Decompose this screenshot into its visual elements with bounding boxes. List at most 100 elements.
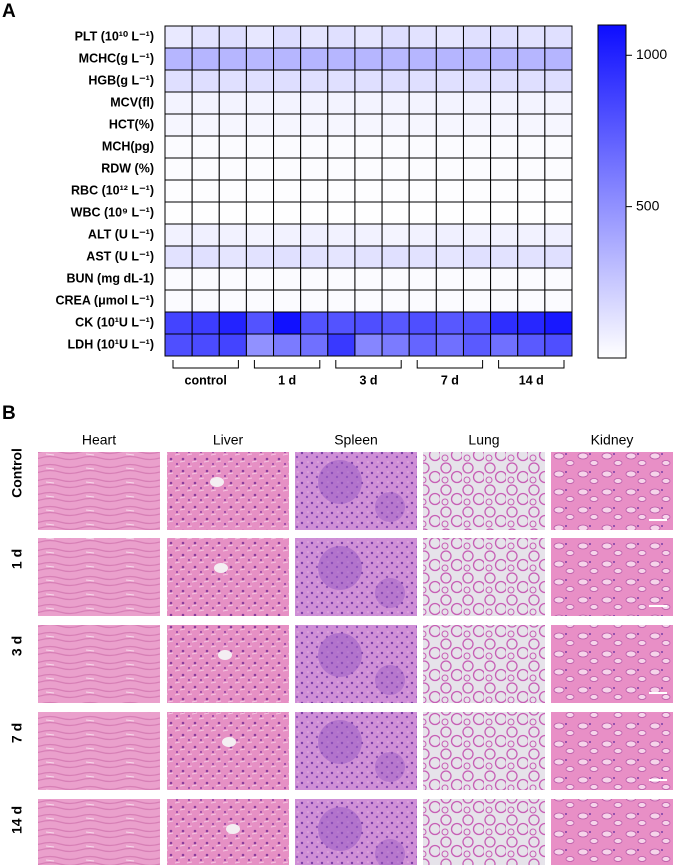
- heat-cell: [435, 267, 464, 291]
- heat-cell: [191, 179, 220, 203]
- heat-cell: [490, 201, 519, 225]
- heat-cell: [191, 69, 220, 93]
- heat-cell: [354, 267, 383, 291]
- heat-cell: [245, 157, 275, 181]
- row-header: 7 d: [9, 723, 25, 743]
- heat-cell: [245, 25, 275, 49]
- heat-cell: [381, 223, 410, 247]
- heat-cell: [191, 311, 220, 335]
- heat-cell: [327, 267, 356, 291]
- heat-cell: [408, 25, 437, 49]
- heat-cell: [381, 179, 410, 203]
- heat-cell: [354, 311, 383, 335]
- micrograph-tissue: [551, 452, 673, 530]
- heat-cell: [191, 245, 220, 269]
- heat-cell: [408, 223, 437, 247]
- heat-cell: [490, 179, 519, 203]
- heat-cell: [544, 223, 573, 247]
- micrograph-tissue: [38, 452, 160, 530]
- heat-cell: [462, 201, 492, 225]
- heat-cell: [245, 267, 275, 291]
- row-label: PLT (10¹⁰ L⁻¹): [75, 29, 154, 43]
- heat-cell: [191, 333, 220, 357]
- heat-cell: [517, 267, 546, 291]
- heat-cell: [490, 47, 519, 71]
- heat-cell: [354, 69, 383, 93]
- heat-cell: [354, 179, 383, 203]
- heat-cell: [435, 25, 464, 49]
- group-bracket: [416, 360, 484, 369]
- micrograph-tissue: [167, 625, 289, 703]
- white-pulp: [375, 578, 405, 608]
- heat-cell: [408, 157, 437, 181]
- group-bracket: [253, 360, 321, 369]
- white-pulp: [318, 807, 362, 851]
- central-vein: [226, 824, 240, 834]
- heat-cell: [435, 69, 464, 93]
- row-label: MCV(fl): [110, 95, 154, 109]
- heat-cell: [245, 201, 275, 225]
- white-pulp: [375, 665, 405, 695]
- heat-cell: [544, 333, 573, 357]
- micrograph-tissue: [423, 799, 545, 865]
- heat-cell: [218, 47, 247, 71]
- heat-cell: [490, 223, 519, 247]
- heat-cell: [164, 179, 193, 203]
- micrograph: [551, 799, 673, 865]
- heat-cell: [354, 113, 383, 137]
- heat-cell: [164, 91, 193, 115]
- micrograph-tissue: [551, 712, 673, 790]
- heat-cell: [327, 69, 356, 93]
- micrograph: [551, 712, 673, 790]
- heat-cell: [218, 179, 247, 203]
- micrograph: [423, 452, 545, 530]
- heat-cell: [435, 135, 464, 159]
- heat-cell: [327, 113, 356, 137]
- heat-cell: [381, 47, 410, 71]
- heat-cell: [462, 245, 492, 269]
- micrograph-tissue: [38, 625, 160, 703]
- heat-cell: [273, 267, 302, 291]
- heat-cell: [164, 201, 193, 225]
- heat-cell: [218, 201, 247, 225]
- heat-cell: [354, 333, 383, 357]
- group-label: 7 d: [441, 373, 459, 387]
- heat-cell: [435, 333, 464, 357]
- heat-cell: [164, 25, 193, 49]
- heat-cell: [462, 157, 492, 181]
- heat-cell: [490, 333, 519, 357]
- heat-cell: [300, 47, 329, 71]
- row-header: 14 d: [9, 806, 25, 834]
- heat-cell: [381, 311, 410, 335]
- heat-cell: [191, 91, 220, 115]
- heat-cell: [517, 333, 546, 357]
- heat-cell: [164, 333, 193, 357]
- heat-cell: [327, 157, 356, 181]
- group-label: 3 d: [359, 373, 377, 387]
- heat-cell: [435, 245, 464, 269]
- heat-cell: [381, 201, 410, 225]
- micrograph: [551, 452, 673, 530]
- heat-cell: [273, 223, 302, 247]
- heat-cell: [517, 25, 546, 49]
- heat-cell: [544, 245, 573, 269]
- heat-cell: [300, 25, 329, 49]
- row-label: ALT (U L⁻¹): [88, 227, 154, 241]
- heat-cell: [354, 223, 383, 247]
- heat-cell: [300, 289, 329, 313]
- heat-cell: [273, 201, 302, 225]
- panel-label: A: [2, 1, 16, 22]
- heat-cell: [544, 179, 573, 203]
- heat-cell: [462, 135, 492, 159]
- heat-cell: [408, 135, 437, 159]
- micrograph: [551, 625, 673, 703]
- heat-cell: [273, 25, 302, 49]
- heat-cell: [381, 91, 410, 115]
- white-pulp: [318, 546, 362, 590]
- heat-cell: [517, 91, 546, 115]
- heat-cell: [408, 267, 437, 291]
- micrograph: [295, 625, 417, 703]
- heat-cell: [435, 311, 464, 335]
- heat-cell: [327, 333, 356, 357]
